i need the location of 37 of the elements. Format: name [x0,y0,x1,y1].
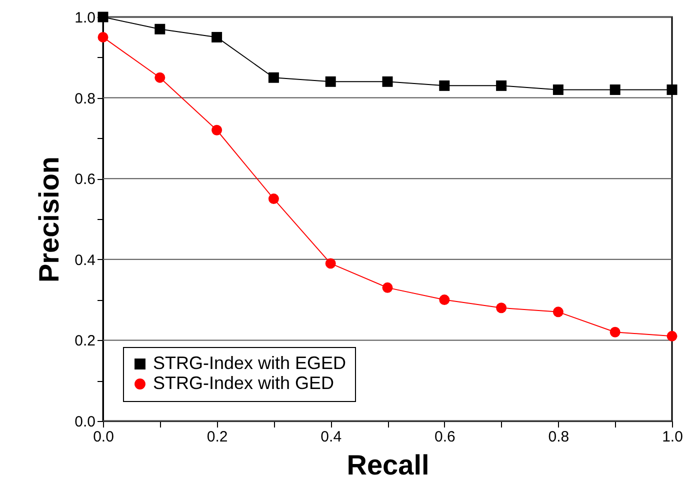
y-tick-label: 1.0 [74,10,96,26]
y-axis-title: Precision [34,156,65,283]
x-axis-title: Recall [346,450,430,480]
legend-label: STRG-Index with EGED [153,353,346,373]
y-tick-label: 0.2 [74,332,96,350]
point [154,72,166,83]
y-tick-label: 0.0 [74,414,96,430]
y-tick-label: 0.8 [74,90,96,108]
point [610,326,620,338]
point [382,282,393,293]
y-tick-label: 0.6 [74,171,96,188]
point [552,84,564,95]
point [666,330,678,342]
point [439,294,450,306]
x-tick-label: 0.2 [206,428,228,446]
point [212,124,222,136]
point [325,76,336,87]
x-tick-label: 0.8 [548,428,570,446]
x-tick-label: 1.0 [662,428,683,446]
point [98,32,108,42]
x-tick-label: 0.6 [434,428,456,446]
point [154,24,166,34]
point [610,84,620,95]
legend-label: STRG-Index with GED [153,373,334,393]
point [666,84,678,95]
point [552,306,564,318]
point [268,194,279,204]
point [268,72,279,83]
x-tick-label: 0.0 [93,428,114,446]
point [439,80,450,91]
point [382,76,393,87]
x-tick-label: 0.4 [320,428,342,446]
point [325,258,336,269]
point [496,80,507,91]
point [212,32,222,42]
point [496,302,507,314]
y-tick-label: 0.4 [74,252,96,269]
